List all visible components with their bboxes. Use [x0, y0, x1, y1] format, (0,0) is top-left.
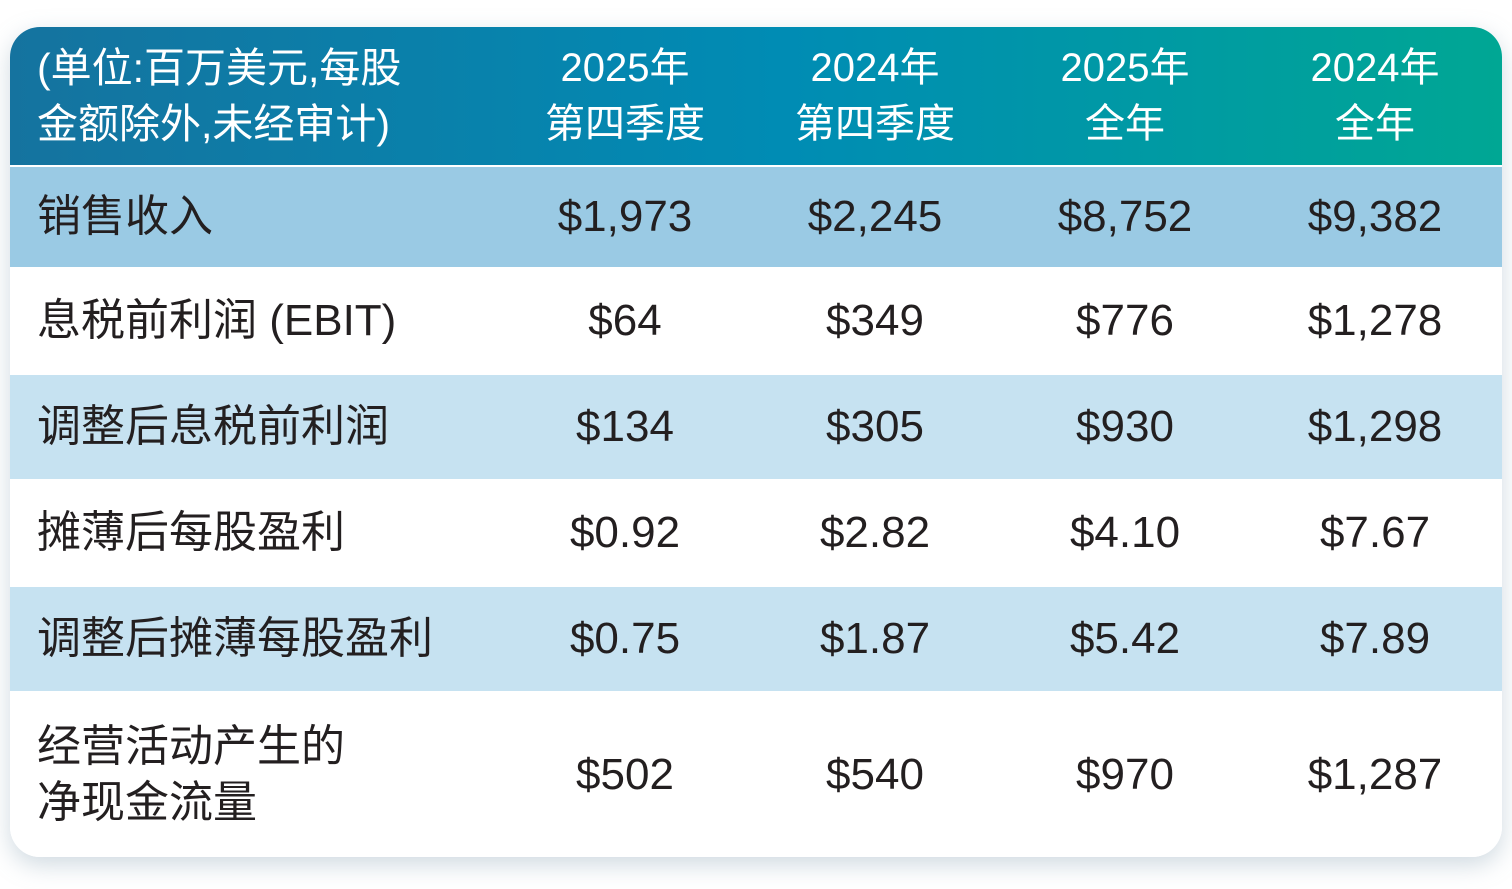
column-header-line2: 第四季度 — [545, 102, 705, 146]
cell-value: $5.42 — [1069, 614, 1181, 663]
unit-note-line1: (单位:百万美元,每股 — [37, 45, 402, 91]
table-row-diluted-eps: 摊薄后每股盈利 $0.92 $2.82 $4.10 $7.67 — [10, 479, 1502, 585]
column-header-line1: 2025年 — [560, 46, 690, 90]
cell-value: $64 — [588, 296, 662, 345]
row-label: 经营活动产生的 净现金流量 — [37, 722, 345, 827]
table-row-adjusted-diluted-eps: 调整后摊薄每股盈利 $0.75 $1.87 $5.42 $7.89 — [10, 585, 1502, 691]
column-header-line1: 2024年 — [810, 46, 940, 90]
column-header-2025-fy: 2025年 全年 — [1000, 27, 1250, 165]
row-label: 调整后息税前利润 — [37, 402, 389, 452]
row-label: 调整后摊薄每股盈利 — [37, 614, 433, 664]
cell-value: $134 — [576, 402, 674, 451]
cell-value: $349 — [826, 296, 924, 345]
cell-value: $930 — [1076, 402, 1174, 451]
table-row-revenue: 销售收入 $1,973 $2,245 $8,752 $9,382 — [10, 165, 1502, 267]
unit-note-line2: 金额除外,未经审计) — [37, 101, 391, 147]
column-header-2024-fy: 2024年 全年 — [1250, 27, 1500, 165]
cell-value: $540 — [826, 750, 924, 799]
cell-value: $1,298 — [1307, 402, 1443, 451]
column-header-line2: 第四季度 — [795, 102, 955, 146]
cell-value: $776 — [1076, 296, 1174, 345]
column-header-2025-q4: 2025年 第四季度 — [500, 27, 750, 165]
cell-value: $502 — [576, 750, 674, 799]
cell-value: $0.75 — [569, 614, 681, 663]
table-row-adjusted-ebit: 调整后息税前利润 $134 $305 $930 $1,298 — [10, 373, 1502, 479]
unit-note: (单位:百万美元,每股 金额除外,未经审计) — [10, 27, 500, 165]
column-header-line1: 2025年 — [1060, 46, 1190, 90]
table-row-operating-cash-flow: 经营活动产生的 净现金流量 $502 $540 $970 $1,287 — [10, 691, 1502, 857]
row-label: 摊薄后每股盈利 — [37, 508, 345, 558]
cell-value: $0.92 — [569, 508, 681, 557]
cell-value: $305 — [826, 402, 924, 451]
table-header-row: (单位:百万美元,每股 金额除外,未经审计) 2025年 第四季度 2024年 … — [10, 27, 1502, 165]
cell-value: $9,382 — [1307, 192, 1443, 241]
cell-value: $2.82 — [819, 508, 931, 557]
cell-value: $1.87 — [819, 614, 931, 663]
financial-results-table: (单位:百万美元,每股 金额除外,未经审计) 2025年 第四季度 2024年 … — [10, 27, 1502, 857]
row-label: 息税前利润 (EBIT) — [37, 296, 397, 346]
cell-value: $970 — [1076, 750, 1174, 799]
cell-value: $1,973 — [557, 192, 693, 241]
cell-value: $2,245 — [807, 192, 943, 241]
column-header-line2: 全年 — [1335, 102, 1415, 146]
cell-value: $7.67 — [1319, 508, 1431, 557]
cell-value: $7.89 — [1319, 614, 1431, 663]
row-label: 销售收入 — [37, 192, 213, 242]
column-header-2024-q4: 2024年 第四季度 — [750, 27, 1000, 165]
cell-value: $4.10 — [1069, 508, 1181, 557]
column-header-line1: 2024年 — [1310, 46, 1440, 90]
cell-value: $8,752 — [1057, 192, 1193, 241]
cell-value: $1,287 — [1307, 750, 1443, 799]
cell-value: $1,278 — [1307, 296, 1443, 345]
column-header-line2: 全年 — [1085, 102, 1165, 146]
table-row-ebit: 息税前利润 (EBIT) $64 $349 $776 $1,278 — [10, 267, 1502, 373]
